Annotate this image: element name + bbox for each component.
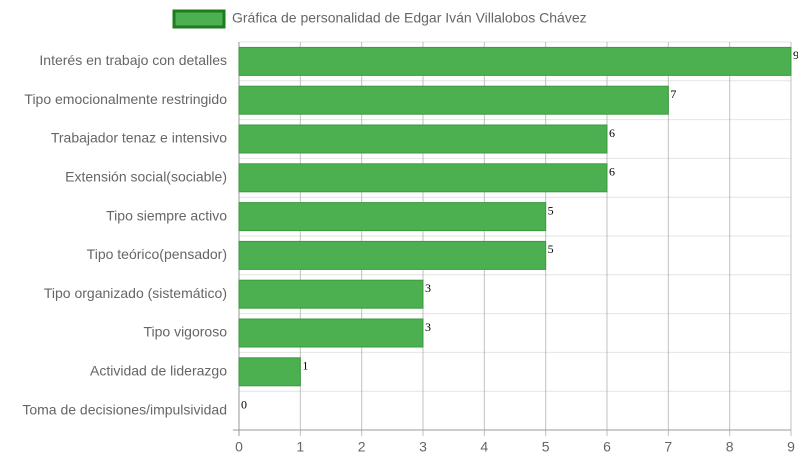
value-label: 6: [609, 126, 615, 140]
bar: [238, 279, 424, 309]
x-tick-label: 0: [235, 439, 243, 455]
x-tick-label: 4: [480, 439, 488, 455]
legend-swatch: [172, 9, 226, 29]
bar: [238, 163, 608, 193]
x-tick-label: 3: [419, 439, 427, 455]
x-tick-label: 2: [358, 439, 366, 455]
bar: [238, 318, 424, 348]
bar: [238, 357, 301, 387]
value-label: 5: [548, 203, 554, 217]
value-label: 3: [425, 320, 431, 334]
bar: [238, 46, 792, 76]
y-tick-label: Tipo emocionalmente restringido: [24, 91, 227, 107]
value-label: 3: [425, 281, 431, 295]
x-tick-label: 9: [787, 439, 795, 455]
value-label: 7: [670, 87, 676, 101]
value-label: 1: [302, 359, 308, 373]
x-tick-label: 6: [603, 439, 611, 455]
y-tick-label: Toma de decisiones/impulsividad: [22, 401, 227, 417]
x-tick-label: 7: [664, 439, 672, 455]
bar: [238, 240, 547, 270]
legend-label: Gráfica de personalidad de Edgar Iván Vi…: [232, 10, 587, 26]
x-tick-label: 5: [542, 439, 550, 455]
bar: [238, 124, 608, 154]
bar: [238, 85, 669, 115]
value-label: 5: [548, 242, 554, 256]
x-tick-label: 1: [296, 439, 304, 455]
value-label: 6: [609, 165, 615, 179]
x-tick-label: 8: [726, 439, 734, 455]
y-tick-label: Interés en trabajo con detalles: [39, 52, 227, 68]
y-tick-label: Extensión social(sociable): [65, 169, 227, 185]
y-tick-label: Tipo organizado (sistemático): [44, 285, 227, 301]
value-label: 0: [241, 397, 247, 411]
value-label: 9: [793, 48, 798, 62]
y-tick-label: Trabajador tenaz e intensivo: [51, 130, 227, 146]
bar: [238, 202, 547, 232]
y-tick-label: Tipo siempre activo: [106, 207, 227, 223]
y-tick-label: Tipo teórico(pensador): [87, 246, 227, 262]
y-tick-label: Actividad de liderazgo: [90, 363, 227, 379]
y-tick-label: Tipo vigoroso: [143, 324, 227, 340]
